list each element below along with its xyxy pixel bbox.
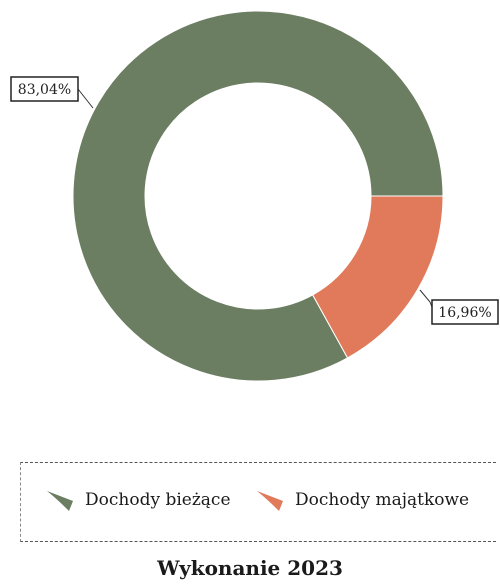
callout-bieżące: 83,04%	[10, 76, 94, 109]
callout-majątkowe: 16,96%	[419, 289, 499, 325]
data-label-bieżące: 83,04%	[18, 82, 71, 98]
legend-swatch-majątkowe	[257, 491, 283, 511]
donut-slices	[72, 10, 444, 382]
legend-label-bieżące: Dochody bieżące	[85, 490, 231, 510]
data-labels: 83,04% 16,96%	[10, 76, 499, 325]
leader-line-bieżące	[77, 88, 94, 109]
legend-item-bieżące: Dochody bieżące	[43, 487, 231, 513]
legend-swatch-bieżące	[47, 491, 73, 511]
legend-label-majątkowe: Dochody majątkowe	[295, 490, 470, 510]
legend-item-majątkowe: Dochody majątkowe	[253, 487, 469, 513]
label-box-bieżące	[10, 76, 79, 102]
chart-title: Wykonanie 2023	[157, 556, 343, 580]
slice-majątkowe	[312, 195, 444, 359]
chart-legend: Dochody bieżące Dochody majątkowe	[20, 462, 496, 542]
label-box-majątkowe	[431, 299, 499, 325]
data-label-majątkowe: 16,96%	[438, 305, 491, 321]
slice-bieżące	[72, 10, 444, 382]
donut-chart: 83,04% 16,96%	[10, 10, 499, 382]
